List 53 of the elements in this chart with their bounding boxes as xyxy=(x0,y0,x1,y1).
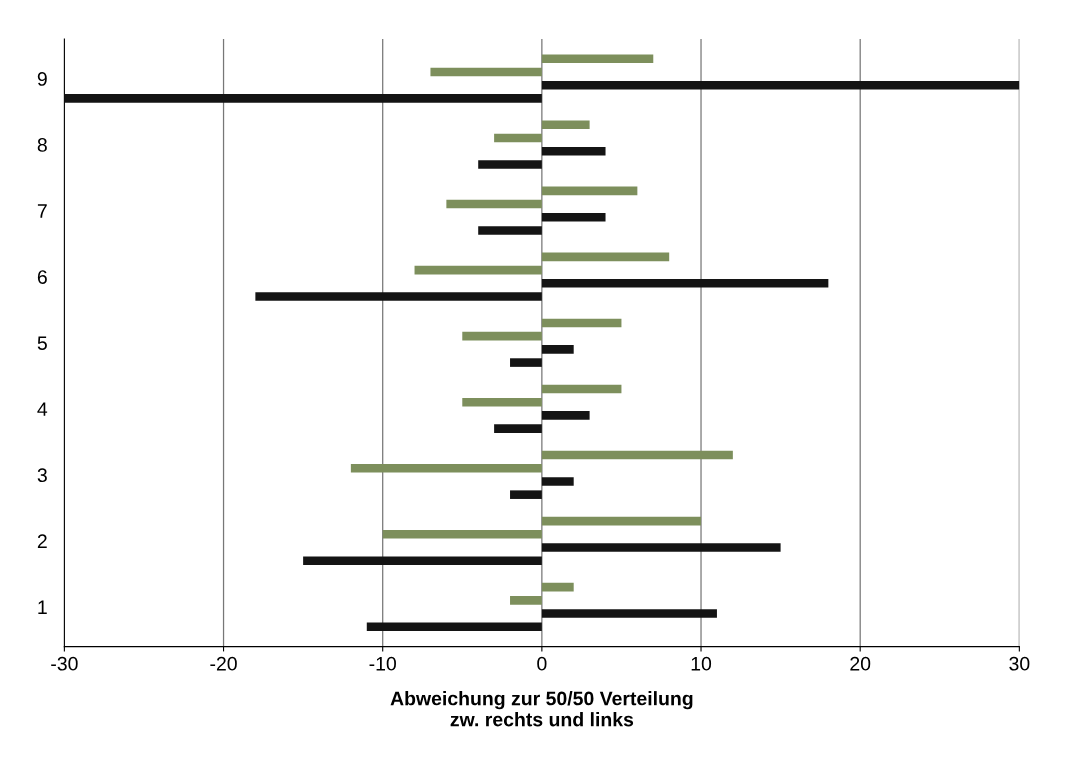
y-tick-label: 1 xyxy=(38,600,47,614)
x-tick-label: -10 xyxy=(369,656,396,671)
bar xyxy=(414,265,542,275)
bar xyxy=(478,226,542,235)
bar xyxy=(255,292,542,301)
y-tick-label: 4 xyxy=(37,402,48,416)
bar xyxy=(541,252,670,262)
bar xyxy=(541,516,702,526)
bar xyxy=(303,556,542,565)
y-tick-label: 6 xyxy=(37,270,47,284)
bar xyxy=(541,609,717,618)
bar xyxy=(541,411,590,420)
bar xyxy=(541,582,574,592)
bar xyxy=(541,450,733,460)
x-tick-label: 20 xyxy=(850,656,871,671)
bar xyxy=(510,490,542,499)
y-tick-label: 7 xyxy=(37,204,47,218)
bar xyxy=(541,146,606,156)
bar xyxy=(494,133,542,143)
bar xyxy=(541,279,829,288)
x-tick-label: -20 xyxy=(210,656,237,671)
bar xyxy=(350,463,542,473)
bar xyxy=(541,543,781,552)
bar xyxy=(541,80,1020,90)
bar xyxy=(541,384,622,394)
bar xyxy=(541,345,574,354)
bar xyxy=(541,120,590,130)
x-tick-label: 30 xyxy=(1009,656,1030,671)
bar xyxy=(64,94,542,103)
bar xyxy=(494,424,542,433)
bar xyxy=(510,358,542,367)
y-tick-label: 8 xyxy=(37,138,47,152)
bar xyxy=(382,530,542,539)
bar xyxy=(541,212,606,222)
x-tick-label: 10 xyxy=(691,656,712,671)
y-tick-label: 2 xyxy=(37,534,47,548)
bar xyxy=(446,199,542,209)
bar xyxy=(541,54,654,64)
x-tick-label: 0 xyxy=(537,656,547,671)
bar xyxy=(462,331,542,341)
bar xyxy=(541,186,638,196)
bar xyxy=(510,596,542,605)
bar xyxy=(541,477,574,486)
y-tick-label: 5 xyxy=(37,336,47,350)
y-tick-label: 3 xyxy=(37,468,47,483)
bar xyxy=(366,622,542,632)
x-tick-label: -30 xyxy=(51,656,78,671)
bar xyxy=(430,67,542,77)
y-tick-label: 9 xyxy=(37,72,47,86)
bar xyxy=(462,397,542,407)
bar xyxy=(478,160,542,169)
bar xyxy=(541,318,622,328)
x-axis-title: Abweichung zur 50/50 Verteilung zw. rechts und links xyxy=(390,691,693,727)
